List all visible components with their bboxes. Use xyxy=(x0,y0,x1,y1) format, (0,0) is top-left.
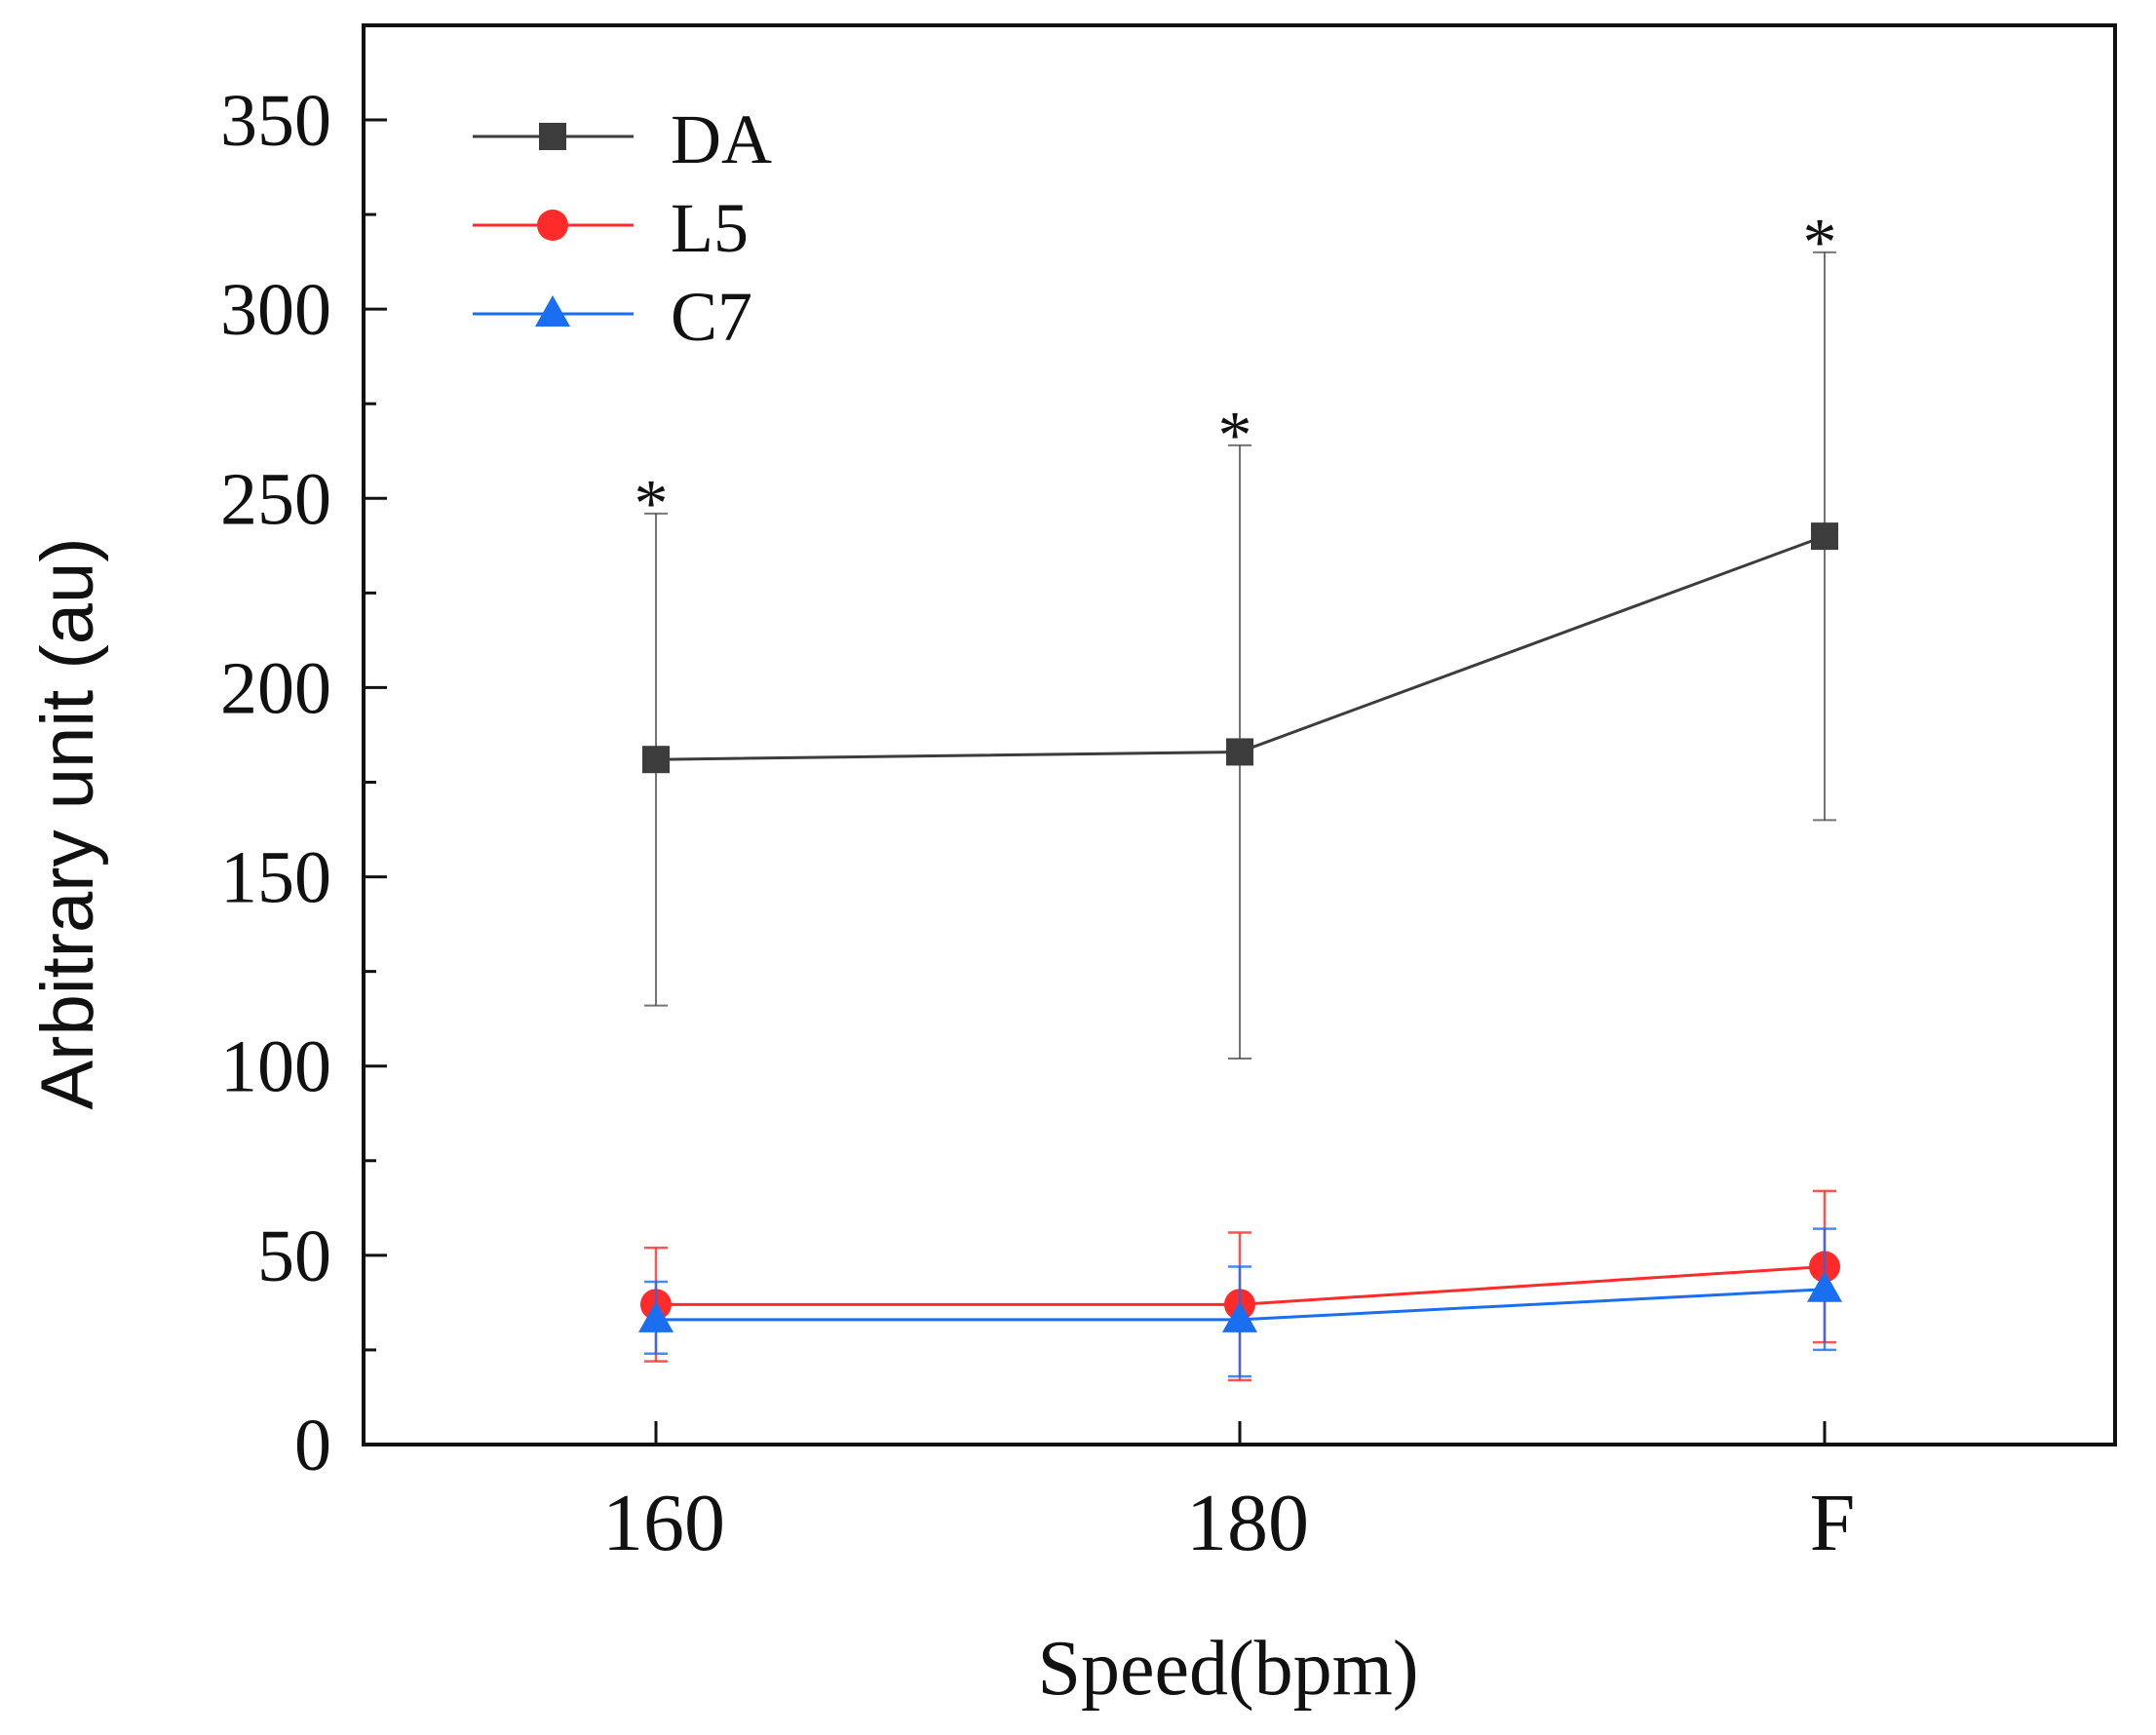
legend-label: L5 xyxy=(671,189,749,267)
data-point xyxy=(1807,1270,1842,1302)
y-tick-label: 350 xyxy=(220,80,331,162)
y-axis: 0 50 100 150 200 250 300 350 xyxy=(220,80,387,1486)
y-tick-label: 50 xyxy=(257,1215,331,1297)
series-c7 xyxy=(638,1227,1842,1378)
legend-label: C7 xyxy=(671,278,752,356)
significance-marker: * xyxy=(635,467,669,542)
significance-marker: * xyxy=(1803,206,1837,281)
x-tick-label: 160 xyxy=(602,1478,725,1568)
y-tick-label: 150 xyxy=(220,837,331,919)
y-tick-label: 250 xyxy=(220,458,331,540)
legend-item-c7: C7 xyxy=(473,278,752,356)
x-axis: 160 180 F xyxy=(602,1421,1855,1568)
y-tick-label: 0 xyxy=(294,1405,331,1486)
data-point xyxy=(1811,522,1838,551)
data-point xyxy=(1226,738,1253,766)
legend-marker xyxy=(535,295,570,327)
x-tick-label: 180 xyxy=(1186,1478,1309,1568)
y-tick-label: 200 xyxy=(220,647,331,729)
data-point xyxy=(638,1300,674,1332)
series-layer xyxy=(638,251,1842,1382)
x-tick-label: F xyxy=(1810,1478,1856,1568)
legend-marker xyxy=(537,210,568,241)
data-point xyxy=(642,746,670,774)
legend: DA L5 C7 xyxy=(473,100,772,356)
legend-item-l5: L5 xyxy=(473,189,749,267)
y-tick-label: 100 xyxy=(220,1026,331,1108)
annotation-layer: * * * xyxy=(635,206,1837,542)
legend-label: DA xyxy=(671,100,772,178)
series-da xyxy=(642,251,1838,1060)
legend-item-da: DA xyxy=(473,100,772,178)
data-point xyxy=(1222,1300,1257,1332)
legend-marker xyxy=(539,123,566,150)
x-axis-label: Speed(bpm) xyxy=(1037,1626,1418,1712)
y-axis-label: Arbitrary unit (au) xyxy=(26,537,109,1109)
y-tick-label: 300 xyxy=(220,269,331,351)
significance-marker: * xyxy=(1218,399,1252,474)
